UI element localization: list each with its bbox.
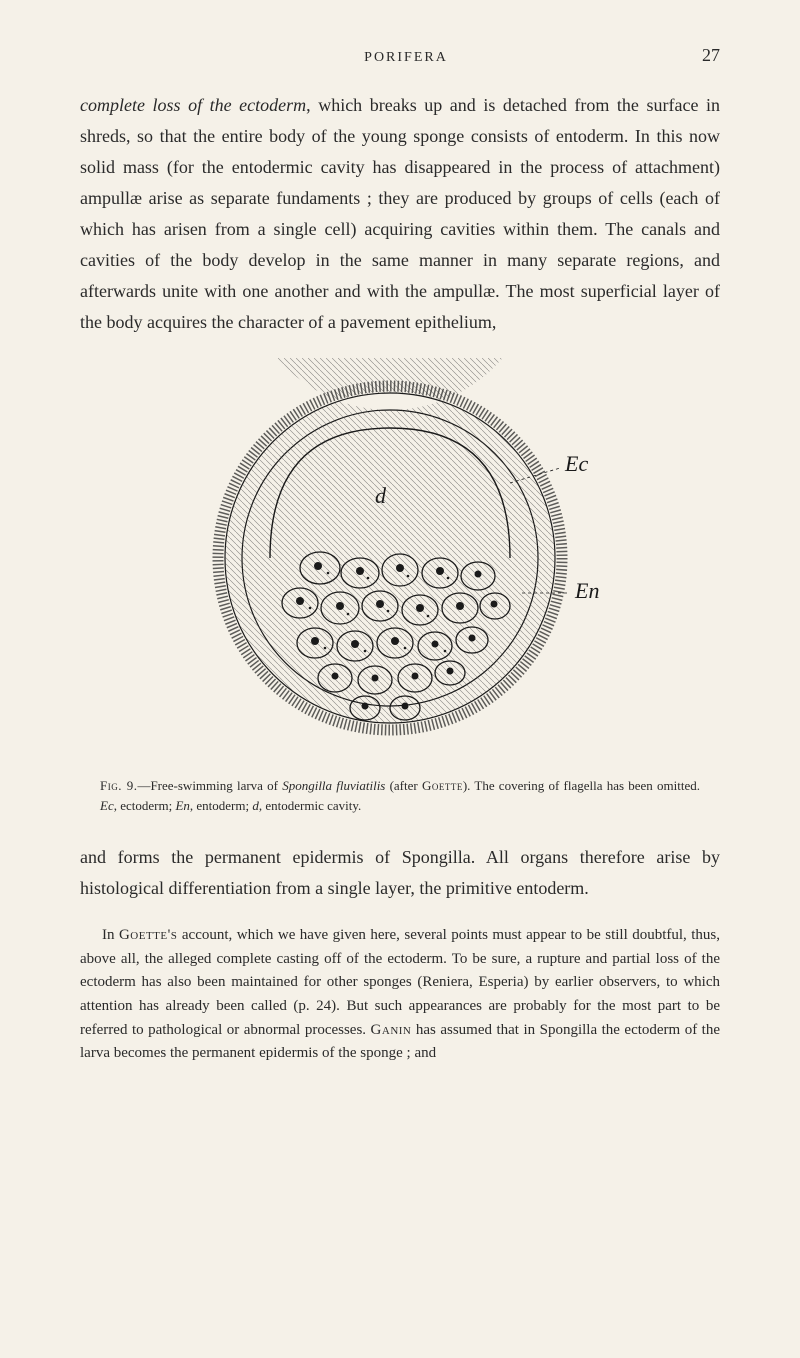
section-title: PORIFERA [110, 50, 702, 66]
p3-t1: In [102, 927, 119, 943]
p1-italic: complete loss of the ectoderm [80, 95, 306, 115]
cap-t6: , entodermic cavity. [259, 798, 361, 813]
cap-t3: ). The covering of flagella has been omi… [463, 778, 700, 793]
p3-goette: Goette's [119, 927, 177, 943]
spongilla-larva-diagram: d Ec En [200, 358, 600, 758]
cap-ec: Ec [100, 798, 114, 813]
cap-species: Spongilla fluviatilis [282, 778, 385, 793]
cap-t2: (after [385, 778, 422, 793]
cap-t1: —Free-swimming larva of [137, 778, 282, 793]
cap-en: En [175, 798, 189, 813]
label-d: d [375, 483, 387, 508]
cap-author: Goette [422, 778, 463, 793]
paragraph-1: complete loss of the ectoderm, which bre… [80, 90, 720, 338]
paragraph-2: and forms the permanent epidermis of Spo… [80, 842, 720, 904]
figure-caption: Fig. 9.—Free-swimming larva of Spongilla… [100, 776, 700, 816]
page-number: 27 [702, 45, 720, 66]
p3-ganin: Ganin [371, 1022, 412, 1038]
cap-t4: , ectoderm; [114, 798, 176, 813]
cap-t5: , entoderm; [190, 798, 252, 813]
fig-label: Fig. 9. [100, 778, 137, 793]
p1-rest: , which breaks up and is detached from t… [80, 95, 720, 332]
paragraph-3: In Goette's account, which we have given… [80, 924, 720, 1066]
label-ec: Ec [564, 451, 588, 476]
figure-9: d Ec En [80, 358, 720, 758]
label-en: En [574, 578, 599, 603]
